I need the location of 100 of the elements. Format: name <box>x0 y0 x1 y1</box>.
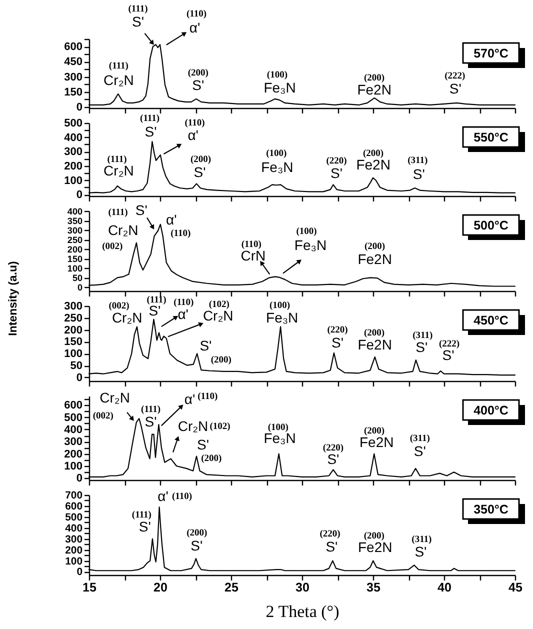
annotation: S' <box>194 164 206 180</box>
annotation: (100) <box>266 148 287 159</box>
annotation: (111) <box>132 510 152 520</box>
y-tick-label: 350 <box>67 216 82 226</box>
y-tick-label: 300 <box>65 534 83 546</box>
line-series <box>88 44 516 106</box>
annotation: α' <box>184 391 196 407</box>
annotation: Fe₃N <box>261 159 294 176</box>
annotation: Fe2N <box>357 82 392 98</box>
y-tick-label: 100 <box>65 556 83 568</box>
annotation: (111) <box>108 62 128 72</box>
annotation: Cr₂N <box>178 418 208 434</box>
text: 570°C <box>474 46 508 60</box>
y-tick-label: 200 <box>64 324 82 336</box>
y-tick-label: 250 <box>67 235 82 246</box>
y-tick-label: 0 <box>76 101 82 114</box>
y-tick-label: 250 <box>64 312 82 324</box>
y-tick-label: 0 <box>76 372 82 384</box>
annotation: Fe2N <box>358 539 392 556</box>
annotation: (311) <box>408 156 428 166</box>
annotation: (111) <box>141 405 161 415</box>
text: (110) <box>186 10 207 20</box>
annotation: (200) <box>210 356 232 366</box>
y-tick-label: 50 <box>72 273 82 284</box>
annotation: (200) <box>363 149 384 160</box>
y-tick-label: 200 <box>64 160 82 172</box>
text: 350°C <box>474 502 508 516</box>
annotation: (110) <box>198 392 218 402</box>
annotation: (100) <box>268 423 288 433</box>
y-axis-title: Intensity (a.u) <box>8 260 20 336</box>
annotation: CrN <box>240 248 266 264</box>
annotation: α' <box>158 488 168 504</box>
y-tick-label: 0 <box>77 282 82 293</box>
y-tick-label: 400 <box>64 424 82 436</box>
annotation: (002) <box>108 302 130 312</box>
annotation: S' <box>144 123 157 140</box>
annotation: (220) <box>327 325 348 336</box>
annotation: (110) <box>241 240 262 250</box>
y-tick-label: 0 <box>76 472 82 485</box>
y-tick-label: 0 <box>76 567 83 578</box>
annotation: S' <box>327 451 340 467</box>
annotation: S' <box>449 80 462 96</box>
y-tick-label: 300 <box>67 226 82 236</box>
text: (111) <box>128 4 148 15</box>
annotation: (220) <box>322 443 344 454</box>
annotation: Cr₂N <box>202 308 234 324</box>
annotation: S' <box>331 334 344 350</box>
annotation: α' <box>188 127 198 144</box>
y-tick-label: 150 <box>67 254 82 264</box>
annotation: Cr₂N <box>104 72 134 88</box>
y-tick-label: 400 <box>65 523 83 534</box>
annotation: S' <box>416 338 428 355</box>
y-tick-label: 150 <box>64 86 82 98</box>
annotation: (111) <box>107 154 127 165</box>
y-tick-label: 450 <box>64 56 82 68</box>
annotation: Fe₃N <box>266 309 298 326</box>
y-tick-label: 600 <box>65 501 83 512</box>
x-tick-label: 15 <box>82 580 96 594</box>
annotation: Cr₂N <box>104 162 134 178</box>
y-tick-label: 500 <box>65 512 83 524</box>
annotation: (220) <box>326 156 347 166</box>
x-tick-label: 20 <box>154 580 168 594</box>
annotation: (222) <box>444 72 466 82</box>
annotation: Cr₂N <box>108 222 138 238</box>
annotation: Fe2N <box>356 156 390 172</box>
annotation: Fe₃N <box>264 80 296 96</box>
annotation: (110) <box>170 228 191 239</box>
annotation: S' <box>414 443 426 460</box>
y-tick-label: 600 <box>64 400 82 412</box>
x-tick-label: 35 <box>366 580 380 594</box>
annotation: (200) <box>364 531 384 542</box>
annotation: (222) <box>439 339 460 350</box>
annotation: (111) <box>108 208 128 218</box>
annotation: Fe₃N <box>294 237 327 253</box>
y-tick-label: 300 <box>64 436 82 448</box>
annotation: S' <box>412 166 425 182</box>
annotation: S' <box>414 543 427 560</box>
annotation: (100) <box>270 301 290 311</box>
text: S' <box>132 14 144 30</box>
annotation: (102) <box>210 422 230 432</box>
annotation: S' <box>138 518 151 534</box>
annotation: (200) <box>190 154 212 165</box>
annotation: (311) <box>412 331 433 341</box>
text: 450°C <box>474 314 508 328</box>
annotation: (100) <box>296 227 317 237</box>
y-tick-label: 600 <box>64 41 82 54</box>
y-tick-label: 300 <box>64 71 82 84</box>
annotation: Fe2N <box>359 434 394 450</box>
annotation: (110) <box>172 492 192 502</box>
annotation: α' <box>166 212 177 228</box>
annotation: α' <box>178 306 188 322</box>
annotation: (220) <box>320 529 340 540</box>
annotation: S' <box>196 436 210 453</box>
x-tick-label: 25 <box>224 580 238 594</box>
annotation: (200) <box>364 242 386 252</box>
y-tick-label: 100 <box>67 264 82 274</box>
annotation: S' <box>144 413 157 430</box>
y-tick-label: 150 <box>64 336 82 348</box>
y-tick-label: 200 <box>64 448 82 460</box>
annotation: (200) <box>364 426 385 437</box>
